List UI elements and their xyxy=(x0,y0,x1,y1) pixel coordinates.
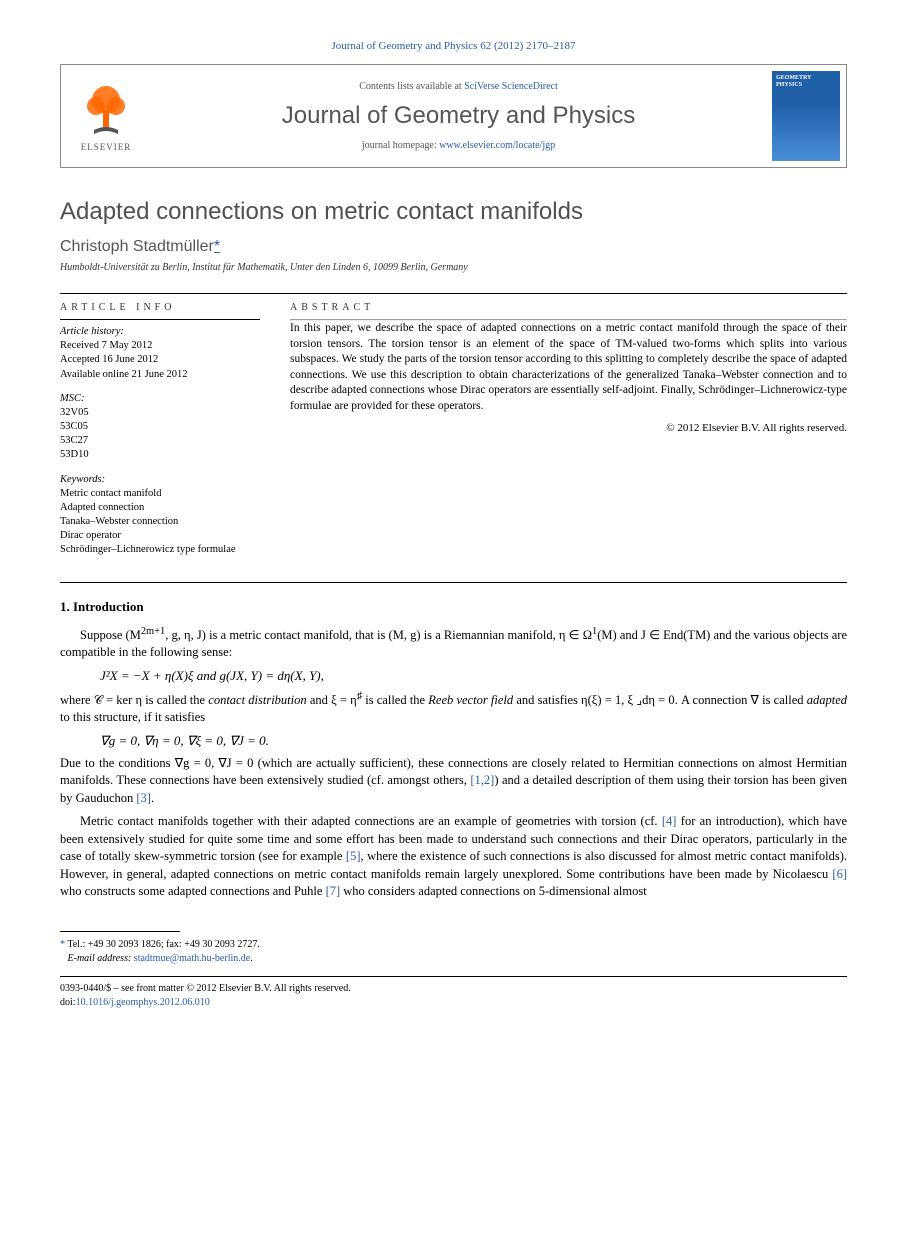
intro-paragraph-3: Due to the conditions ∇g = 0, ∇J = 0 (wh… xyxy=(60,755,847,808)
history-label: Article history: xyxy=(60,325,260,339)
received-date: Received 7 May 2012 xyxy=(60,339,260,353)
footnote-divider xyxy=(60,931,180,932)
affiliation: Humboldt-Universität zu Berlin, Institut… xyxy=(60,262,847,273)
text-run: Metric contact manifolds together with t… xyxy=(80,814,662,828)
text-run: to this structure, if it satisfies xyxy=(60,710,205,724)
masthead-center: Contents lists available at SciVerse Sci… xyxy=(151,65,766,167)
msc-code: 53C05 xyxy=(60,420,260,434)
text-italic: contact distribution xyxy=(208,693,306,707)
article-history-block: Article history: Received 7 May 2012 Acc… xyxy=(60,325,260,382)
online-date: Available online 21 June 2012 xyxy=(60,368,260,382)
bottom-rule xyxy=(60,976,847,977)
text-run: who considers adapted connections on 5-d… xyxy=(340,884,647,898)
divider-top xyxy=(60,293,847,294)
reference-link[interactable]: [6] xyxy=(832,867,847,881)
text-run: is called the xyxy=(362,693,428,707)
info-abstract-row: article info Article history: Received 7… xyxy=(60,302,847,568)
msc-block: MSC: 32V05 53C05 53C27 53D10 xyxy=(60,392,260,463)
text-italic: Reeb vector field xyxy=(428,693,513,707)
keyword: Schrödinger–Lichnerowicz type formulae xyxy=(60,543,260,557)
msc-code: 53C27 xyxy=(60,434,260,448)
elsevier-tree-icon xyxy=(76,80,136,140)
email-label: E-mail address: xyxy=(68,953,134,964)
text-run: who constructs some adapted connections … xyxy=(60,884,326,898)
text-italic: adapted xyxy=(807,693,847,707)
reference-link[interactable]: [1,2] xyxy=(470,773,494,787)
text-run: , g, η, J) is a metric contact manifold,… xyxy=(165,628,592,642)
journal-cover-image: GEOMETRY PHYSICS xyxy=(772,71,840,161)
msc-code: 32V05 xyxy=(60,406,260,420)
text-run: and satisfies η(ξ) = 1, ξ ⌟dη = 0. A con… xyxy=(513,693,807,707)
homepage-line: journal homepage: www.elsevier.com/locat… xyxy=(151,140,766,151)
abstract-heading: abstract xyxy=(290,302,847,313)
author-email-link[interactable]: stadtmue@math.hu-berlin.de xyxy=(134,953,250,964)
homepage-link[interactable]: www.elsevier.com/locate/jgp xyxy=(439,140,555,151)
sciencedirect-link[interactable]: SciVerse ScienceDirect xyxy=(464,81,558,92)
equation-1: J²X = −X + η(X)ξ and g(JX, Y) = dη(X, Y)… xyxy=(100,668,847,684)
homepage-prefix: journal homepage: xyxy=(362,140,439,151)
intro-paragraph-4: Metric contact manifolds together with t… xyxy=(60,813,847,901)
author-name: Christoph Stadtmüller xyxy=(60,238,214,255)
masthead: ELSEVIER Contents lists available at Sci… xyxy=(60,64,847,168)
abstract-column: abstract In this paper, we describe the … xyxy=(290,302,847,568)
doi-line: doi:10.1016/j.geomphys.2012.06.010 xyxy=(60,996,847,1010)
intro-paragraph-2: where 𝒞 = ker η is called the contact di… xyxy=(60,690,847,727)
keywords-block: Keywords: Metric contact manifold Adapte… xyxy=(60,473,260,558)
intro-paragraph-1: Suppose (M2m+1, g, η, J) is a metric con… xyxy=(60,625,847,662)
keyword: Tanaka–Webster connection xyxy=(60,515,260,529)
keyword: Dirac operator xyxy=(60,529,260,543)
article-info-heading: article info xyxy=(60,302,260,313)
text-run: where 𝒞 = ker η is called the xyxy=(60,693,208,707)
abstract-text: In this paper, we describe the space of … xyxy=(290,321,847,414)
issn-copyright-line: 0393-0440/$ – see front matter © 2012 El… xyxy=(60,982,847,996)
keywords-label: Keywords: xyxy=(60,473,260,487)
corresponding-author-mark[interactable]: * xyxy=(214,238,220,255)
text-run: . xyxy=(151,791,154,805)
section-1-heading: 1. Introduction xyxy=(60,599,847,615)
text-run: . xyxy=(250,953,253,964)
reference-link[interactable]: [3] xyxy=(136,791,151,805)
equation-2: ∇g = 0, ∇η = 0, ∇ξ = 0, ∇J = 0. xyxy=(100,733,847,749)
reference-link[interactable]: [7] xyxy=(326,884,341,898)
citation-header: Journal of Geometry and Physics 62 (2012… xyxy=(60,40,847,52)
article-title: Adapted connections on metric contact ma… xyxy=(60,198,847,226)
article-info-column: article info Article history: Received 7… xyxy=(60,302,260,568)
contents-lists-line: Contents lists available at SciVerse Sci… xyxy=(151,81,766,92)
corresponding-author-footnote: * Tel.: +49 30 2093 1826; fax: +49 30 20… xyxy=(60,938,847,966)
accepted-date: Accepted 16 June 2012 xyxy=(60,353,260,367)
text-run: and ξ = η xyxy=(307,693,357,707)
doi-link[interactable]: 10.1016/j.geomphys.2012.06.010 xyxy=(76,997,210,1008)
divider-bottom xyxy=(60,582,847,583)
cover-title-text: GEOMETRY PHYSICS xyxy=(776,75,836,88)
text-run: Suppose (M xyxy=(80,628,141,642)
contents-prefix: Contents lists available at xyxy=(359,81,464,92)
abstract-copyright: © 2012 Elsevier B.V. All rights reserved… xyxy=(290,422,847,434)
reference-link[interactable]: [4] xyxy=(662,814,677,828)
footnote-tel: Tel.: +49 30 2093 1826; fax: +49 30 2093… xyxy=(67,939,260,950)
publisher-logo-block: ELSEVIER xyxy=(61,65,151,167)
keyword: Adapted connection xyxy=(60,501,260,515)
front-matter-info: 0393-0440/$ – see front matter © 2012 El… xyxy=(60,982,847,1010)
footnote-mark: * xyxy=(60,939,65,950)
keyword: Metric contact manifold xyxy=(60,487,260,501)
journal-name: Journal of Geometry and Physics xyxy=(151,102,766,130)
doi-label: doi: xyxy=(60,997,76,1008)
publisher-name: ELSEVIER xyxy=(81,142,132,152)
journal-cover-thumb: GEOMETRY PHYSICS xyxy=(766,65,846,167)
author-line: Christoph Stadtmüller* xyxy=(60,238,847,256)
reference-link[interactable]: [5] xyxy=(346,849,361,863)
msc-code: 53D10 xyxy=(60,448,260,462)
msc-label: MSC: xyxy=(60,392,260,406)
